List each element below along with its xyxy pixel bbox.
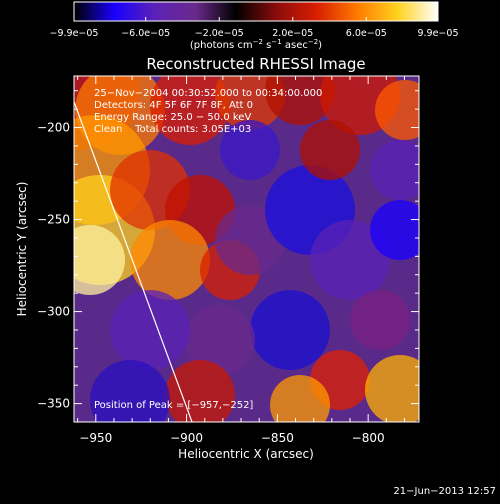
- y-axis-label: Heliocentric Y (arcsec): [15, 182, 29, 317]
- heatmap-blob: [250, 290, 330, 370]
- heatmap-blob: [74, 225, 125, 295]
- colorbar-tick-label: 9.9e−05: [417, 28, 458, 39]
- heatmap-blob: [375, 80, 419, 140]
- heatmap-blob: [270, 375, 330, 422]
- colorbar-tick-label: −6.0e−05: [121, 28, 170, 39]
- colorbar: −9.9e−05 −6.0e−05 −2.0e−05 2.0e−05 6.0e−05 9.…: [50, 1, 459, 51]
- y-tick-label: −300: [37, 305, 70, 319]
- heatmap-blob: [365, 355, 419, 422]
- x-tick-label: −850: [261, 431, 294, 445]
- colorbar-gradient: [73, 1, 439, 22]
- colorbar-ticks: −9.9e−05 −6.0e−05 −2.0e−05 2.0e−05 6.0e−05 9.…: [50, 17, 459, 39]
- footer-timestamp: 21−Jun−2013 12:57: [393, 486, 496, 497]
- annotation-peak: Position of Peak = [−957,−252]: [94, 400, 253, 411]
- x-tick-label: −800: [352, 431, 385, 445]
- heatmap-blob: [265, 76, 335, 125]
- y-axis-ticks: −200 −250 −300 −350: [37, 90, 419, 423]
- heatmap-blob: [310, 220, 390, 300]
- plot-area: [74, 76, 419, 422]
- heatmap-blob: [300, 120, 360, 180]
- solar-limb-line: [74, 101, 193, 422]
- x-axis-ticks: −950 −900 −850 −800: [77, 76, 405, 445]
- heatmap-blob: [110, 290, 190, 370]
- annotation-method: Clean Total counts: 3.05E+03: [94, 124, 251, 135]
- y-tick-label: −200: [37, 121, 70, 135]
- x-tick-label: −950: [79, 431, 112, 445]
- y-tick-label: −350: [37, 397, 70, 411]
- heatmap-blob: [220, 120, 280, 180]
- heatmap-blob: [350, 290, 410, 350]
- annotation-time-range: 25−Nov−2004 00:30:52.000 to 00:34:00.000: [94, 88, 322, 99]
- x-axis-label: Heliocentric X (arcsec): [178, 447, 314, 461]
- heatmap-blob: [90, 360, 170, 422]
- annotations: 25−Nov−2004 00:30:52.000 to 00:34:00.000…: [94, 88, 322, 411]
- heatmap-blob: [370, 200, 419, 260]
- y-tick-label: −250: [37, 213, 70, 227]
- plot-frame: [73, 75, 420, 423]
- chart-title: Reconstructed RHESSI Image: [146, 55, 365, 73]
- colorbar-tick-label: 2.0e−05: [272, 28, 313, 39]
- heatmap-image: [74, 76, 419, 422]
- annotation-detectors: Detectors: 4F 5F 6F 7F 8F, Att 0: [94, 100, 253, 111]
- colorbar-tick-label: −2.0e−05: [195, 28, 244, 39]
- heatmap-blob: [165, 360, 235, 422]
- colorbar-tick-label: 6.0e−05: [346, 28, 387, 39]
- heatmap-blob: [150, 76, 230, 145]
- colorbar-units: (photons cm−2 s−1 asec−2): [190, 38, 322, 51]
- heatmap-blob: [130, 220, 210, 300]
- annotation-energy: Energy Range: 25.0 − 50.0 keV: [94, 112, 251, 123]
- colorbar-tick-label: −9.9e−05: [50, 28, 99, 39]
- heatmap-blob: [185, 305, 255, 375]
- x-tick-label: −900: [170, 431, 203, 445]
- heatmap-blob: [370, 140, 419, 200]
